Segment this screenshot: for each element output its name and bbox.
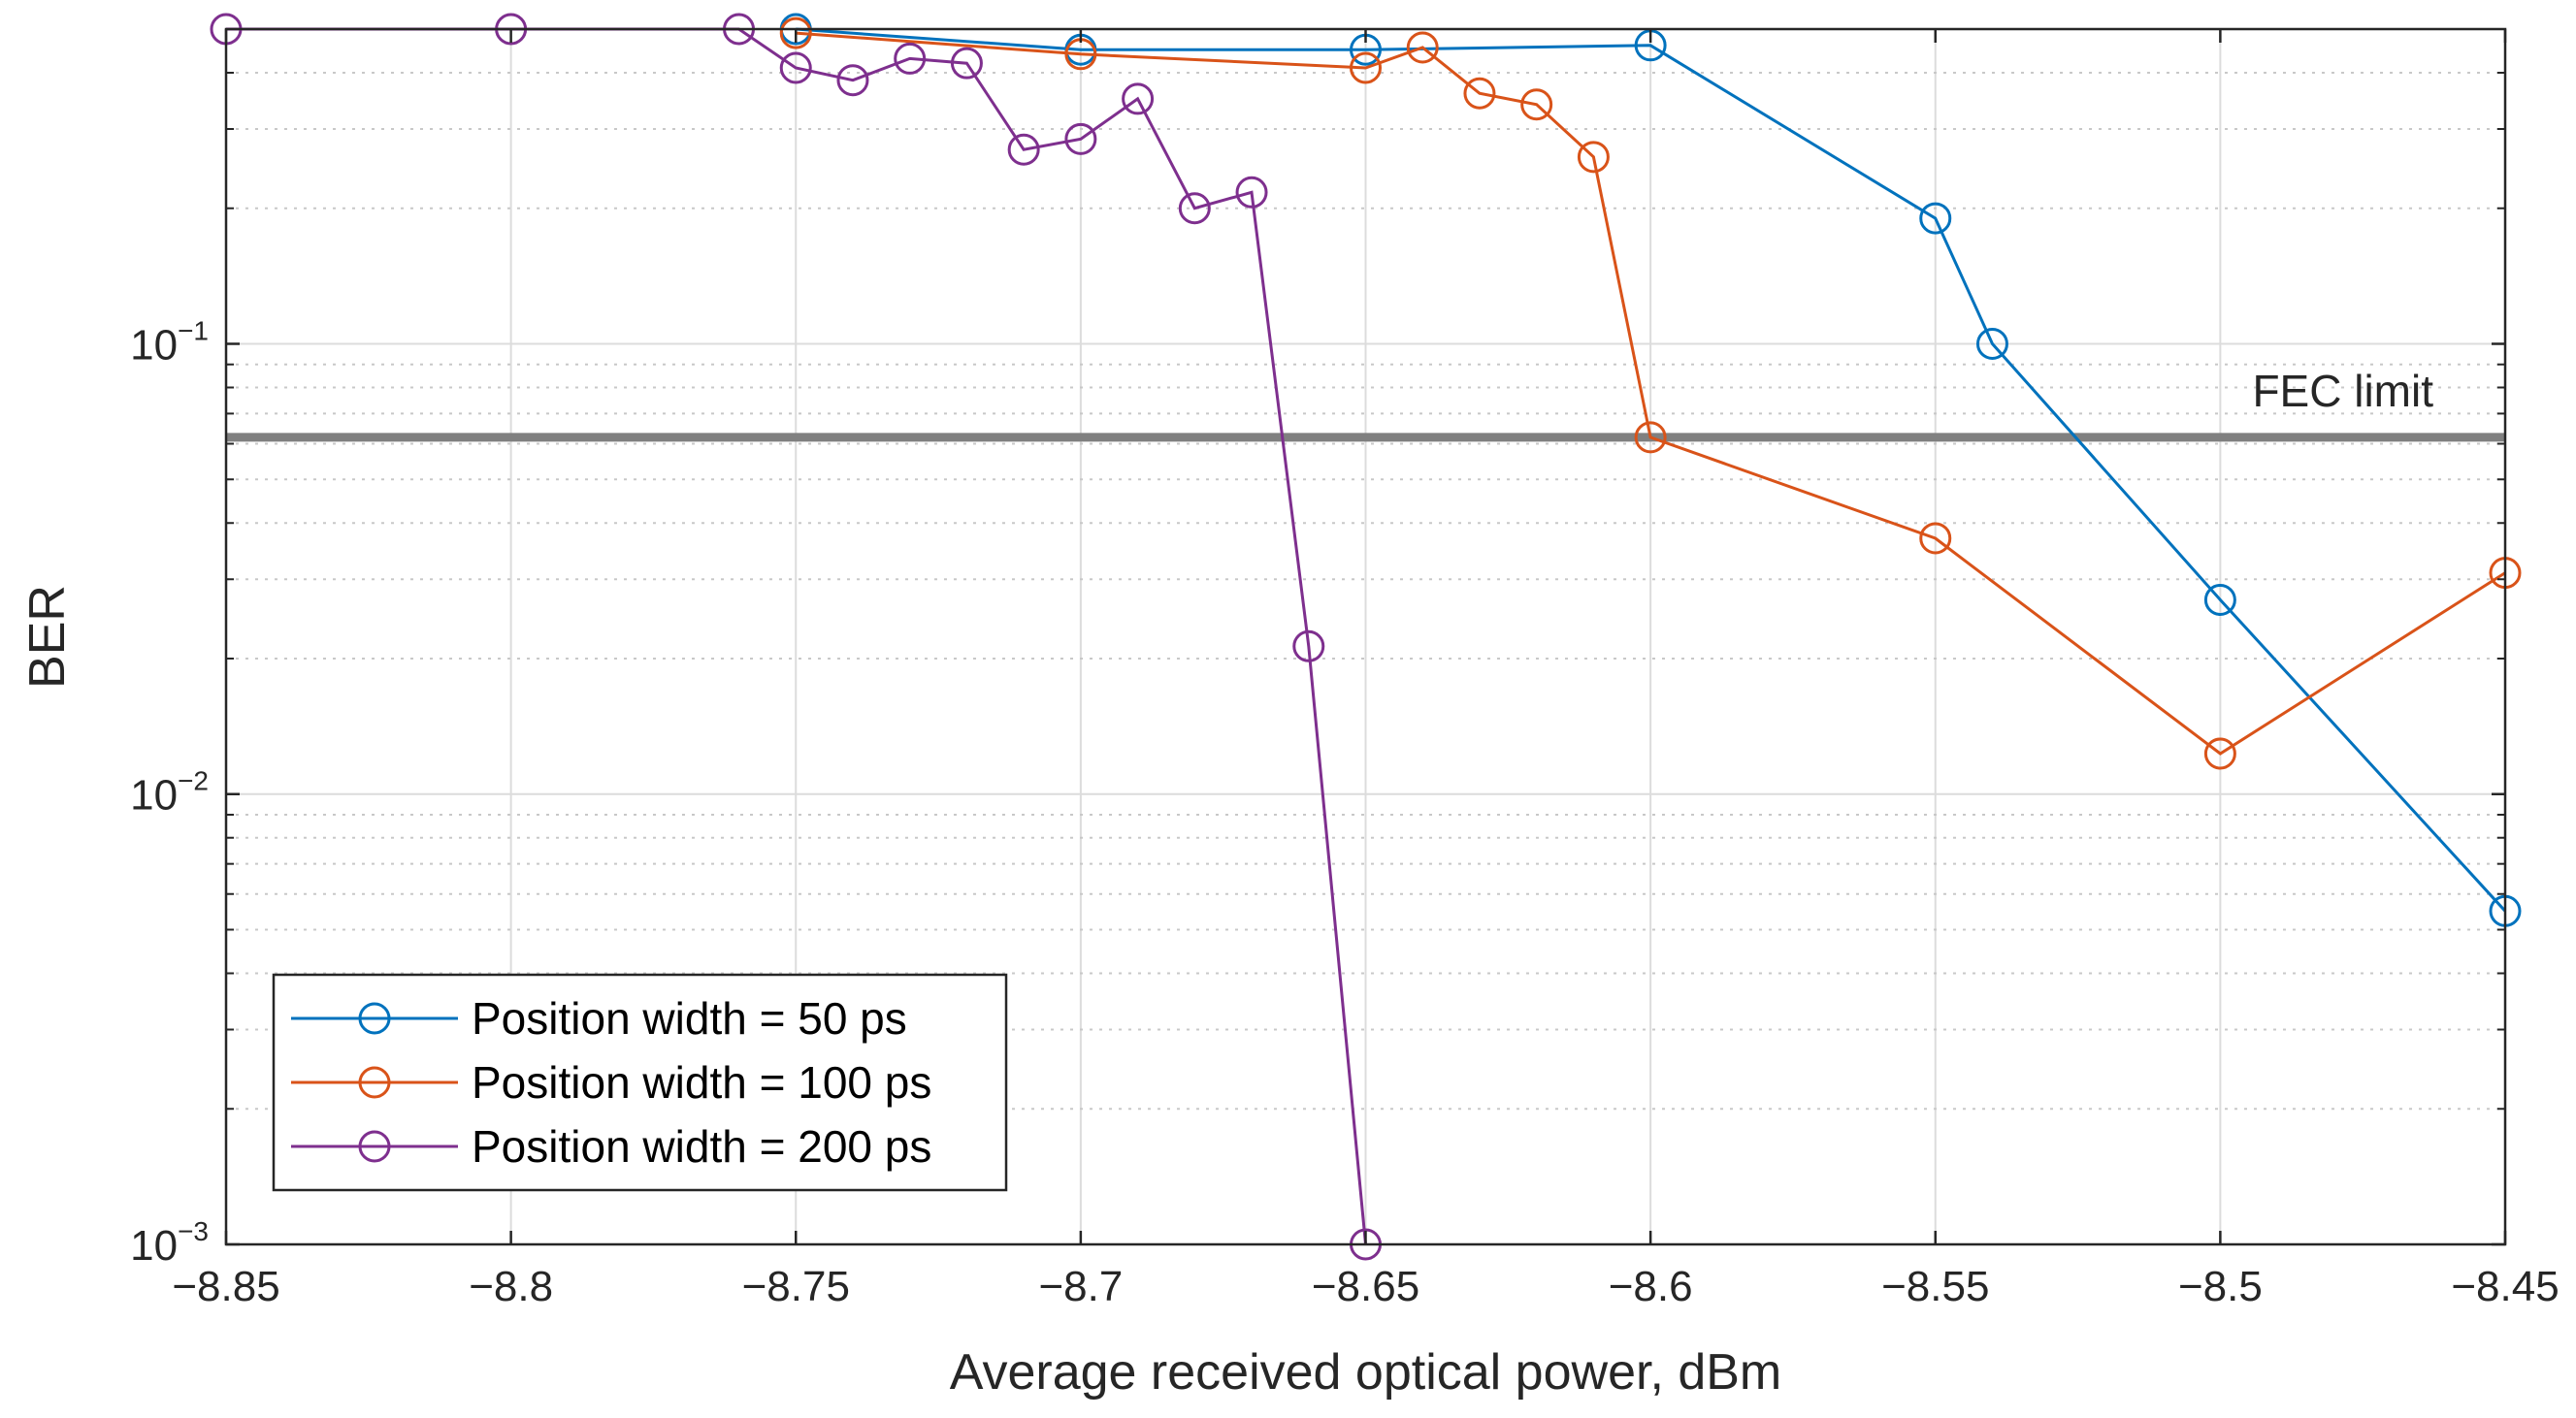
y-axis-ticks: 10−1 10−2 10−3 <box>130 71 2505 1270</box>
data-point-series-2 <box>1406 31 1439 64</box>
data-point-series-3 <box>894 42 927 75</box>
series-line-2 <box>796 31 2506 756</box>
data-point-series-3 <box>950 47 983 80</box>
legend: Position width = 50 ps Position width = 1… <box>272 973 1008 1192</box>
data-point-series-3 <box>1178 192 1211 225</box>
data-point-series-2 <box>1634 421 1667 454</box>
data-point-series-2 <box>1577 141 1610 174</box>
data-point-series-3 <box>779 51 812 84</box>
series-line-1 <box>796 27 2507 913</box>
x-tick-label: −8.8 <box>469 1263 553 1310</box>
fec-limit-label: FEC limit <box>2252 366 2433 416</box>
x-tick-label: −8.85 <box>172 1263 279 1310</box>
legend-marker-1 <box>358 1002 391 1035</box>
data-point-series-2 <box>1463 77 1496 110</box>
y-axis-title: BER <box>19 585 76 689</box>
x-tick-label: −8.5 <box>2178 1263 2263 1310</box>
series-group <box>210 13 2522 1261</box>
y-tick-label: 10−2 <box>130 766 209 820</box>
data-point-series-2 <box>1520 88 1553 121</box>
legend-marker-3 <box>358 1130 391 1163</box>
legend-label-3: Position width = 200 ps <box>472 1121 931 1172</box>
x-tick-label: −8.75 <box>742 1263 850 1310</box>
data-point-series-1 <box>1975 327 2008 360</box>
data-point-series-3 <box>1235 176 1268 209</box>
x-tick-label: −8.65 <box>1312 1263 1419 1310</box>
data-point-series-3 <box>836 64 869 97</box>
data-point-series-3 <box>1064 122 1097 155</box>
x-axis-ticks: −8.85 −8.8 −8.75 −8.7 −8.65 −8.6 −8.55 −8.5 −8.4… <box>172 29 2560 1310</box>
x-axis-title: Average received optical power, dBm <box>950 1344 1782 1401</box>
x-tick-label: −8.7 <box>1038 1263 1123 1310</box>
fec-limit-group: FEC limit <box>226 366 2505 442</box>
legend-marker-2 <box>358 1066 391 1099</box>
x-tick-label: −8.6 <box>1609 1263 1693 1310</box>
data-point-series-3 <box>1122 82 1155 115</box>
data-point-series-2 <box>1350 51 1382 84</box>
legend-label-2: Position width = 100 ps <box>472 1057 931 1108</box>
x-tick-label: −8.55 <box>1881 1263 1989 1310</box>
data-point-series-3 <box>1007 133 1040 166</box>
y-tick-label: 10−3 <box>130 1216 209 1270</box>
series-line-3 <box>226 27 1367 1245</box>
data-point-series-2 <box>2203 737 2236 770</box>
y-tick-label: 10−1 <box>130 315 209 369</box>
data-point-series-1 <box>2203 583 2236 616</box>
data-point-series-2 <box>779 16 812 49</box>
data-point-series-1 <box>1919 202 1952 235</box>
data-point-series-2 <box>1919 522 1952 555</box>
data-point-series-3 <box>1292 629 1325 662</box>
x-tick-label: −8.45 <box>2451 1263 2559 1310</box>
legend-label-1: Position width = 50 ps <box>472 993 907 1044</box>
